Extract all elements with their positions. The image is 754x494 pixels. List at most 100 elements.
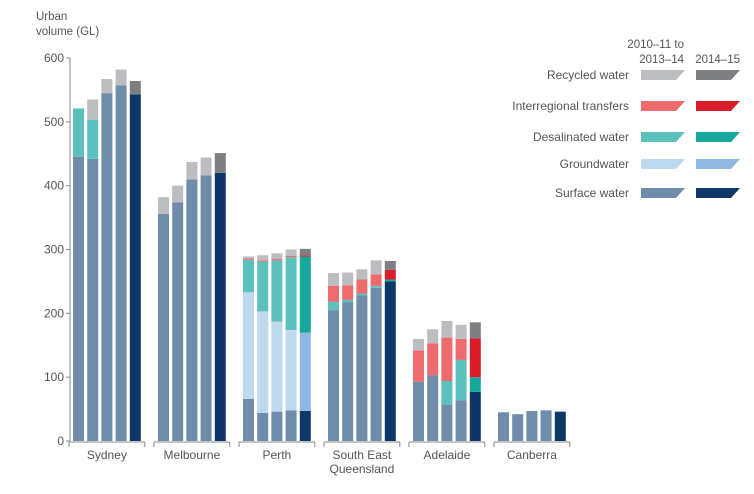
bar-segment-south-east-queensland-2010-11-interregional-transfers bbox=[328, 285, 339, 302]
bar-segment-perth-2011-12-groundwater bbox=[257, 311, 269, 413]
bar-segment-perth-2010-11-interregional-transfers bbox=[243, 258, 254, 260]
bar-segment-adelaide-2013-14-desalinated-water bbox=[455, 359, 467, 401]
bar-segment-adelaide-2013-14-recycled-water bbox=[455, 324, 467, 339]
bar-segment-adelaide-2013-14-interregional-transfers bbox=[455, 338, 467, 360]
y-axis-label-line-1: Urban bbox=[36, 11, 68, 23]
y-tick-label: 400 bbox=[44, 179, 64, 193]
bar-segment-melbourne-2014-15-recycled-water bbox=[214, 153, 226, 173]
bar-segment-melbourne-2011-12-surface-water bbox=[172, 202, 184, 441]
bar-segment-perth-2013-14-interregional-transfers bbox=[285, 255, 297, 258]
legend-swatch-late-desalinated-water bbox=[696, 132, 740, 142]
bar-segment-south-east-queensland-2011-12-interregional-transfers bbox=[342, 285, 354, 300]
bar-segment-canberra-2012-13-surface-water bbox=[526, 410, 538, 441]
bar-segment-adelaide-2014-15-desalinated-water bbox=[469, 377, 481, 392]
bar-segment-sydney-2012-13-surface-water bbox=[101, 93, 113, 441]
x-category-label-south-east-queensland: South East bbox=[333, 448, 392, 462]
bar-segment-perth-2012-13-recycled-water bbox=[271, 253, 283, 260]
bar-segment-perth-2010-11-recycled-water bbox=[243, 256, 254, 259]
bar-segment-melbourne-2013-14-recycled-water bbox=[200, 157, 212, 176]
bar-segment-south-east-queensland-2013-14-desalinated-water bbox=[370, 285, 382, 288]
bar-segment-south-east-queensland-2010-11-recycled-water bbox=[328, 273, 339, 286]
bar-segment-melbourne-2012-13-surface-water bbox=[186, 179, 198, 442]
bar-segment-canberra-2011-12-surface-water bbox=[512, 414, 524, 441]
bar-segment-perth-2014-15-desalinated-water bbox=[299, 256, 311, 333]
legend-swatch-early-recycled-water bbox=[641, 70, 685, 80]
bar-segment-perth-2014-15-surface-water bbox=[299, 410, 311, 441]
bar-segment-melbourne-2010-11-surface-water bbox=[158, 213, 169, 441]
bar-segment-perth-2014-15-interregional-transfers bbox=[299, 255, 311, 257]
bar-segment-south-east-queensland-2013-14-surface-water bbox=[370, 287, 382, 441]
legend-swatch-early-interregional-transfers bbox=[641, 101, 685, 111]
bar-segment-adelaide-2013-14-surface-water bbox=[455, 400, 467, 441]
bar-segment-adelaide-2014-15-recycled-water bbox=[469, 322, 481, 339]
bar-segment-adelaide-2011-12-surface-water bbox=[427, 375, 439, 441]
legend-header-early: 2010–11 to 2013–14 bbox=[606, 38, 684, 68]
bar-segment-south-east-queensland-2011-12-surface-water bbox=[342, 302, 354, 441]
bar-segment-perth-2012-13-interregional-transfers bbox=[271, 259, 283, 261]
bar-segment-sydney-2012-13-recycled-water bbox=[101, 79, 113, 94]
legend-label-desalinated-water: Desalinated water bbox=[533, 130, 629, 144]
bar-segment-adelaide-2012-13-surface-water bbox=[441, 404, 453, 441]
bar-segment-south-east-queensland-2010-11-surface-water bbox=[328, 310, 339, 441]
bar-segment-perth-2014-15-groundwater bbox=[299, 332, 311, 411]
bar-segment-adelaide-2010-11-interregional-transfers bbox=[413, 350, 424, 382]
bar-segment-perth-2010-11-desalinated-water bbox=[243, 259, 254, 293]
y-tick-label: 200 bbox=[44, 306, 64, 320]
y-tick-label: 0 bbox=[57, 434, 64, 448]
bar-segment-canberra-2010-11-surface-water bbox=[498, 412, 509, 441]
bar-segment-perth-2013-14-surface-water bbox=[285, 410, 297, 441]
bar-segment-sydney-2011-12-surface-water bbox=[87, 158, 99, 441]
bar-segment-melbourne-2010-11-recycled-water bbox=[158, 197, 169, 214]
x-category-label-perth: Perth bbox=[263, 448, 292, 462]
bar-segment-perth-2013-14-groundwater bbox=[285, 329, 297, 411]
bar-segment-south-east-queensland-2013-14-interregional-transfers bbox=[370, 274, 382, 286]
legend-header-early-line-2: 2013–14 bbox=[639, 54, 684, 66]
y-axis-label-line-2: volume (GL) bbox=[36, 26, 100, 38]
bar-segment-adelaide-2010-11-recycled-water bbox=[413, 338, 424, 351]
bar-segment-perth-2014-15-recycled-water bbox=[299, 248, 311, 256]
bar-segment-perth-2012-13-groundwater bbox=[271, 321, 283, 412]
bar-segment-perth-2011-12-desalinated-water bbox=[257, 261, 269, 312]
bar-segment-south-east-queensland-2014-15-surface-water bbox=[384, 281, 396, 441]
bar-segment-south-east-queensland-2010-11-desalinated-water bbox=[328, 301, 339, 311]
y-tick-label: 600 bbox=[44, 51, 64, 65]
bar-segment-south-east-queensland-2014-15-recycled-water bbox=[384, 260, 396, 270]
bar-segment-adelaide-2012-13-interregional-transfers bbox=[441, 337, 453, 381]
bar-segment-adelaide-2012-13-recycled-water bbox=[441, 320, 453, 338]
legend-swatch-late-recycled-water bbox=[696, 70, 740, 80]
legend-label-interregional-transfers: Interregional transfers bbox=[512, 99, 629, 113]
legend-swatch-early-surface-water bbox=[641, 188, 685, 198]
bar-segment-south-east-queensland-2011-12-desalinated-water bbox=[342, 299, 354, 303]
bar-segment-sydney-2011-12-recycled-water bbox=[87, 99, 99, 120]
bar-segment-sydney-2013-14-recycled-water bbox=[115, 69, 127, 86]
bar-segment-adelaide-2014-15-surface-water bbox=[469, 391, 481, 441]
bar-segment-perth-2012-13-surface-water bbox=[271, 411, 283, 441]
x-category-label-adelaide: Adelaide bbox=[424, 448, 471, 462]
bar-segment-canberra-2014-15-surface-water bbox=[554, 411, 566, 441]
bar-segment-melbourne-2013-14-surface-water bbox=[200, 175, 212, 441]
legend-swatch-late-groundwater bbox=[696, 159, 740, 169]
y-tick-label: 500 bbox=[44, 115, 64, 129]
legend-label-groundwater: Groundwater bbox=[560, 157, 629, 171]
bar-segment-perth-2010-11-groundwater bbox=[243, 292, 254, 399]
bar-segment-adelaide-2014-15-interregional-transfers bbox=[469, 338, 481, 378]
bar-segment-adelaide-2010-11-surface-water bbox=[413, 381, 424, 441]
y-axis-label: Urban volume (GL) bbox=[36, 10, 99, 40]
bar-segment-adelaide-2012-13-desalinated-water bbox=[441, 380, 453, 405]
bar-segment-canberra-2013-14-surface-water bbox=[540, 410, 552, 441]
bar-segment-south-east-queensland-2012-13-interregional-transfers bbox=[356, 279, 368, 294]
bar-segment-south-east-queensland-2014-15-desalinated-water bbox=[384, 279, 396, 282]
bar-segment-sydney-2014-15-surface-water bbox=[129, 94, 141, 441]
legend-swatch-early-groundwater bbox=[641, 159, 685, 169]
legend-header-early-line-1: 2010–11 to bbox=[627, 39, 684, 51]
bar-segment-sydney-2013-14-surface-water bbox=[115, 85, 127, 441]
bar-segment-perth-2013-14-recycled-water bbox=[285, 249, 297, 256]
bar-segment-sydney-2011-12-desalinated-water bbox=[87, 119, 99, 159]
legend-swatch-early-desalinated-water bbox=[641, 132, 685, 142]
bar-segment-melbourne-2012-13-recycled-water bbox=[186, 162, 198, 180]
bar-segment-south-east-queensland-2012-13-desalinated-water bbox=[356, 293, 368, 296]
x-category-label-canberra: Canberra bbox=[507, 448, 557, 462]
bar-segment-perth-2011-12-interregional-transfers bbox=[257, 260, 269, 262]
legend-header-late: 2014–15 bbox=[695, 54, 740, 66]
